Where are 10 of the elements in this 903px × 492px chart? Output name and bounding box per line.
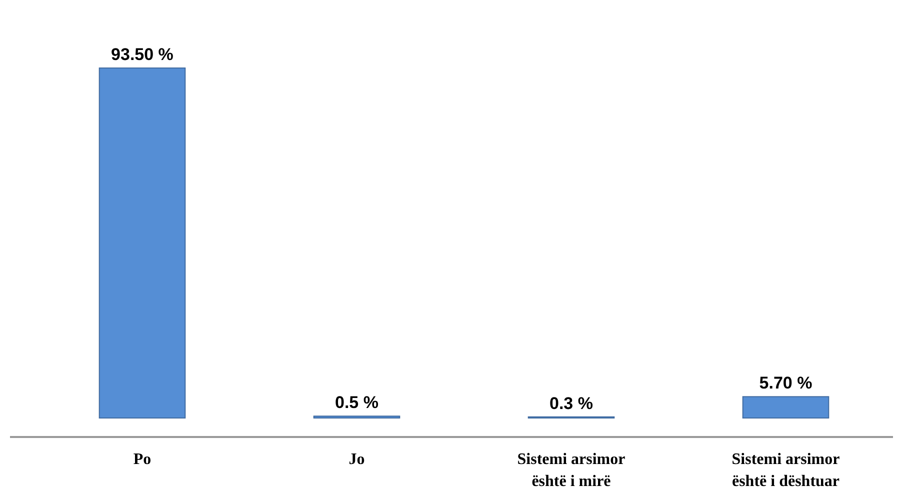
bar bbox=[98, 68, 186, 418]
data-label: 0.3 % bbox=[550, 394, 593, 413]
x-tick-label: Jo bbox=[348, 451, 365, 468]
x-tick-label: Sistemi arsimor është i dështuar bbox=[732, 451, 840, 490]
x-tick-label: Po bbox=[133, 451, 152, 468]
x-tick-label: Sistemi arsimor është i mirë bbox=[517, 451, 626, 490]
bar bbox=[742, 396, 830, 418]
data-label: 93.50 % bbox=[111, 45, 174, 64]
data-label: 0.5 % bbox=[335, 393, 378, 412]
data-label: 5.70 % bbox=[759, 374, 812, 393]
